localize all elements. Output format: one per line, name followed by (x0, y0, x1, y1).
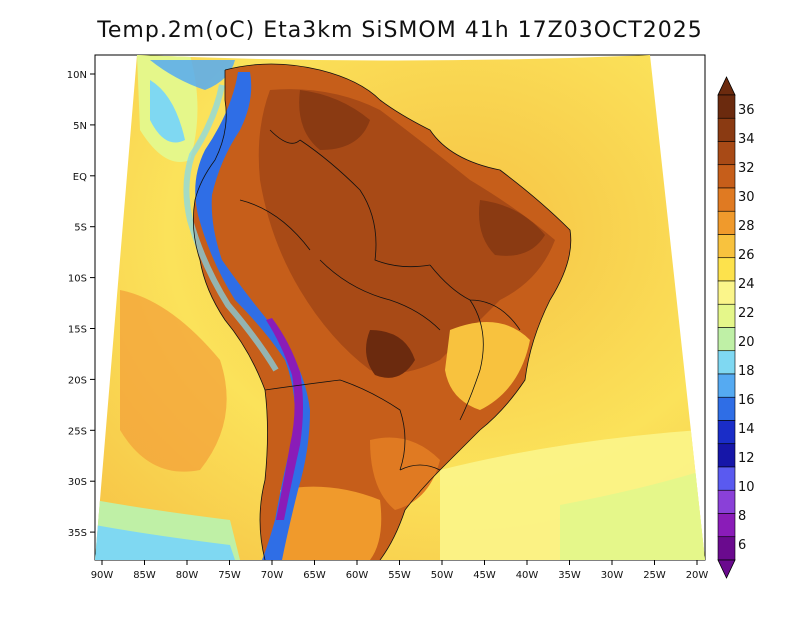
lon-tick-label: 40W (516, 570, 539, 581)
colorbar-segment (717, 234, 736, 259)
lon-tick-label: 50W (431, 570, 454, 581)
lon-tick-label: 70W (261, 570, 284, 581)
colorbar-segment (717, 210, 736, 235)
south-atlantic-colder (560, 470, 705, 560)
model-domain (95, 55, 705, 560)
lon-tick-label: 20W (686, 570, 709, 581)
colorbar-segment (717, 373, 736, 398)
colorbar-label: 34 (738, 132, 755, 147)
temperature-colorbar: 36 34 32 30 28 26 24 22 20 18 16 14 12 10 8 6 (717, 76, 755, 579)
political-borders (192, 63, 572, 561)
colorbar-segment (717, 396, 736, 421)
lat-tick-label: 15S (68, 325, 87, 336)
colorbar-segment (717, 141, 736, 166)
andes-cold (195, 72, 310, 560)
colorbar-segment (717, 327, 736, 352)
colorbar-label: 14 (738, 422, 755, 437)
lon-tick-label: 35W (558, 570, 581, 581)
lon-tick-label: 45W (473, 570, 496, 581)
colorbar-label: 18 (738, 364, 755, 379)
lon-tick-label: 30W (601, 570, 624, 581)
colorbar-segment (717, 303, 736, 328)
colorbar-segment (717, 257, 736, 282)
colorbar-label: 10 (738, 480, 755, 495)
lat-tick-label: 5S (74, 223, 87, 234)
colorbar-label: 22 (738, 306, 755, 321)
pacific-north-colder (150, 80, 185, 143)
lat-tick-label: 25S (68, 426, 87, 437)
lat-tick-label: 20S (68, 375, 87, 386)
hottest-core-northeast (479, 200, 545, 256)
colorbar-segment (717, 187, 736, 212)
hottest-core-central (366, 330, 415, 378)
colorbar-label: 24 (738, 277, 755, 292)
colorbar-label: 8 (738, 509, 746, 524)
colorbar-label: 20 (738, 335, 755, 350)
colorbar-segment (717, 280, 736, 305)
lat-tick-label: 10N (67, 70, 87, 81)
colorbar-segment (717, 350, 736, 375)
colorbar-label: 26 (738, 248, 755, 263)
colorbar-segment (717, 94, 736, 119)
lat-tick-label: 30S (68, 477, 87, 488)
colorbar-segment (717, 164, 736, 189)
colorbar-segment (717, 489, 736, 514)
colorbar-label: 32 (738, 161, 755, 176)
colorbar-label: 16 (738, 393, 755, 408)
colorbar-label: 28 (738, 219, 755, 234)
map-title: Temp.2m(oC) Eta3km SiSMOM 41h 17Z03OCT20… (97, 18, 703, 43)
hottest-core-north (299, 90, 370, 150)
lon-tick-label: 80W (176, 570, 199, 581)
lon-tick-label: 65W (303, 570, 326, 581)
colorbar-label: 30 (738, 190, 755, 205)
colorbar-label: 6 (738, 538, 746, 553)
lon-tick-label: 85W (133, 570, 156, 581)
lon-tick-label: 25W (643, 570, 666, 581)
colorbar-segment (717, 536, 736, 561)
colorbar-segment (717, 117, 736, 142)
hot-interior (258, 89, 555, 374)
andes-coldest (266, 318, 303, 520)
colorbar-segment (717, 420, 736, 445)
colorbar-segment (717, 513, 736, 538)
colorbar-label: 36 (738, 103, 755, 118)
colorbar-min-arrow (717, 559, 736, 579)
lon-tick-label: 55W (388, 570, 411, 581)
colorbar-segment (717, 466, 736, 491)
lat-tick-label: 35S (68, 528, 87, 539)
andes-edge (183, 84, 279, 372)
caribbean-cool (150, 60, 235, 90)
southeast-brazil-mild (445, 322, 530, 410)
colorbar-max-arrow (717, 76, 736, 96)
colorbar-segment (717, 443, 736, 468)
patagonia-mild (280, 486, 382, 560)
lat-tick-label: 10S (68, 274, 87, 285)
pacific-warm-band (120, 290, 227, 472)
pacific-south-colder (95, 525, 235, 560)
lat-tick-label: 5N (73, 121, 87, 132)
longitude-axis: 90W 85W 80W 75W 70W 65W 60W 55W 50W 45W 40W 35W 30W 2… (91, 560, 709, 581)
latitude-axis: 10N 5N EQ 5S 10S 15S 20S 25S 30S 35S (67, 70, 95, 539)
colorbar-label: 12 (738, 451, 755, 466)
lon-tick-label: 75W (218, 570, 241, 581)
lat-tick-label: EQ (73, 172, 87, 183)
south-brazil-mild (370, 437, 440, 510)
lon-tick-label: 90W (91, 570, 114, 581)
lon-tick-label: 60W (346, 570, 369, 581)
